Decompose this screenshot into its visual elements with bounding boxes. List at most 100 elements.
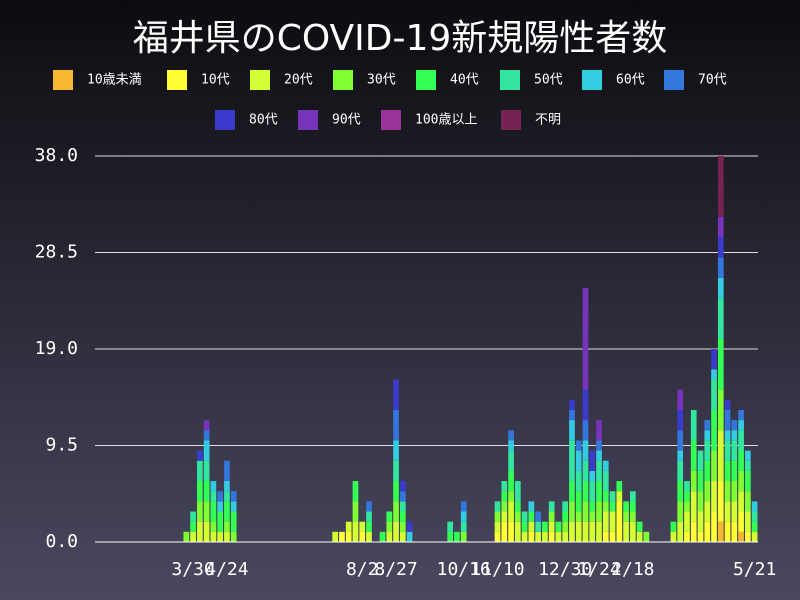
bar-segment [630,491,636,502]
bar-segment [738,420,744,431]
bar-segment [352,481,359,502]
bar-segment [711,369,717,380]
bar-segment [217,501,223,512]
bar-segment [514,501,521,512]
bar-segment [494,521,501,532]
bar-segment [190,531,196,542]
bar-segment [514,511,521,522]
bar-segment [704,521,711,542]
legend-label: 10歳未満 [87,73,142,88]
bar-segment [602,460,609,471]
y-tick-label: 28.5 [35,242,78,263]
bar-segment [596,450,602,461]
bar-segment [582,460,589,482]
bar-segment [677,501,684,522]
bar-segment [677,430,684,451]
bar-segment [548,511,555,522]
legend-label: 50代 [534,73,563,88]
legend-label: 不明 [535,113,561,128]
bar-segment [602,501,609,512]
bar-segment [623,511,629,522]
bar-segment [677,450,684,461]
bar-segment [717,521,724,542]
bar-segment [609,531,616,542]
bar-segment [602,470,609,492]
bar-segment [724,521,731,542]
bar-segment [589,511,596,522]
bar-segment [738,491,744,512]
bar-segment [542,521,548,532]
bar-segment [596,501,602,522]
bar-segment [460,531,467,542]
bar-segment [643,531,650,542]
bar-segment [203,521,210,542]
bar-segment [704,430,711,441]
bar-segment [224,491,230,502]
bar-segment [393,460,399,482]
legend-label: 20代 [284,73,313,88]
bar-segment [528,521,535,532]
bar-segment [575,440,582,451]
bar-segment [501,511,508,522]
bar-segment [501,521,508,542]
bar-segment [230,491,237,502]
bar-segment [684,481,690,492]
legend-label: 40代 [450,73,479,88]
bar-segment [508,521,514,542]
bar-segment [501,501,508,512]
bar-segment [582,288,589,390]
bar-segment [210,481,217,492]
bar-segment [345,521,352,532]
legend-swatch [53,70,73,90]
bar-segment [582,501,589,522]
bar-segment [717,389,724,431]
bar-segment [596,420,602,441]
bar-segment [521,521,528,532]
bar-segment [677,409,684,431]
bar-segment [548,501,555,512]
bar-segment [684,531,690,542]
bar-segment [190,511,196,522]
x-tick-label: 10/16 [437,559,491,580]
bar-segment [393,440,399,461]
bar-segment [751,531,758,542]
bar-segment [352,521,359,542]
bar-segment [711,511,717,542]
bar-segment [528,511,535,522]
bar-segment [711,349,717,370]
bar-segment [589,501,596,512]
legend-swatch [333,70,353,90]
bar-segment [690,409,697,441]
bar-segment [332,531,339,542]
bar-segment [596,440,602,451]
bar-segment [704,440,711,461]
bar-segment [731,501,738,522]
bar-segment [684,511,690,532]
bar-segment [724,460,731,482]
bar-segment [575,511,582,522]
bar-segment [508,501,514,522]
bar-segment [745,450,751,461]
bar-segment [690,521,697,542]
bar-segment [623,501,629,512]
bar-segment [508,491,514,502]
bar-segment [731,420,738,431]
bar-segment [697,470,704,492]
bar-segment [514,521,521,542]
bar-segment [508,440,514,451]
bar-segment [711,450,717,482]
bar-segment [210,531,217,542]
bar-segment [575,521,582,542]
bar-segment [738,531,744,542]
bar-segment [352,501,359,522]
bar-segment [731,521,738,542]
legend-label: 100歳以上 [415,113,477,128]
bar-segment [183,531,190,542]
bar-segment [203,460,210,482]
bar-segment [677,389,684,410]
bar-segment [399,531,406,542]
bar-segment [575,491,582,512]
bar-segment [602,511,609,532]
legend-label: 70代 [698,73,727,88]
x-tick-label: 8/27 [374,559,417,580]
